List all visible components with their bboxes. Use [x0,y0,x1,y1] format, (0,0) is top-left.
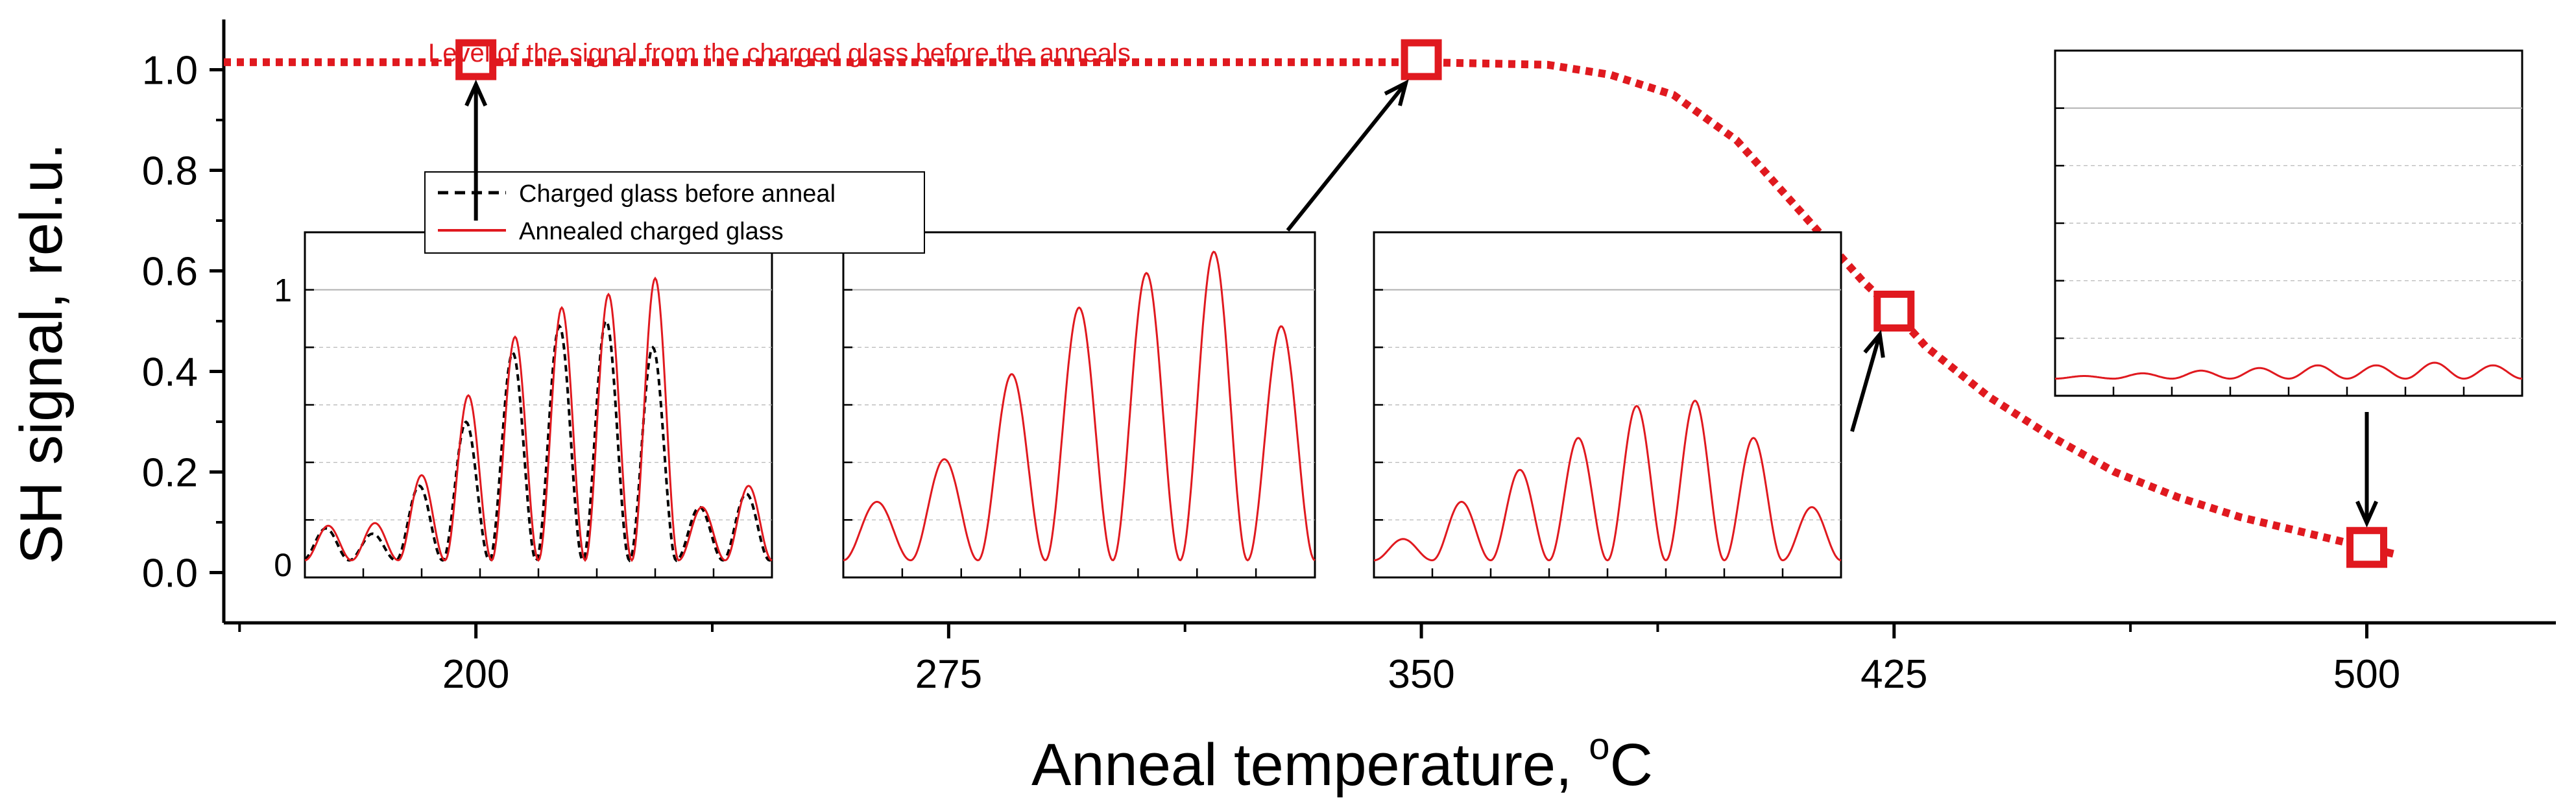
y-tick-label: 0.8 [142,149,198,194]
inset-frame [2054,49,2523,397]
data-point-marker [2346,527,2388,568]
inset-275 [842,231,1316,579]
x-axis-title-degree: o [1589,725,1609,768]
arrows [464,79,2378,528]
legend-label-dashed: Charged glass before anneal [519,180,836,208]
inset-legend: Charged glass before anneal Annealed cha… [424,171,925,254]
inset-425 [1373,231,1842,579]
data-point-marker [455,39,497,80]
pointer-arrow-head [464,79,488,107]
inset-curve [304,276,773,563]
inset-curve [843,250,1316,562]
legend-box [424,171,925,254]
annotation-level-text: Level of the signal from the charged gla… [428,39,1131,67]
x-axis-title-text: Anneal temperature, [1031,732,1589,798]
y-tick-label: 0.2 [142,451,198,496]
data-point-marker [1401,39,1442,80]
inset-200: 01 [274,231,773,583]
inset-frame [304,231,773,579]
pointer-arrow-shaft [1286,82,1408,232]
y-tick-label: 0.4 [142,350,198,395]
pointer-arrow-head [2355,500,2378,528]
x-axis-title-unit: C [1609,732,1652,798]
data-point-marker [1873,291,1915,332]
x-tick-label: 500 [2333,652,2400,697]
legend-label-solid: Annealed charged glass [519,218,784,245]
fit-curve-layer [224,39,2400,568]
inset-curve [2055,361,2523,380]
y-tick-label: 0.6 [142,250,198,295]
y-tick-label: 0.0 [142,551,198,596]
x-tick-label: 200 [442,652,509,697]
inset-curve-dashed [304,319,773,563]
x-tick-label: 425 [1860,652,1927,697]
inset-frame [1373,231,1842,579]
x-tick-label: 275 [915,652,982,697]
pointer-arrow-head [1384,79,1409,106]
y-ticks: 0.0 0.2 0.4 0.6 0.8 1.0 [142,49,224,596]
inset-ytick-label: 1 [274,272,292,309]
y-axis-title: SH signal, rel.u. [8,143,75,564]
fit-curve [224,58,2400,559]
inset-500 [2054,49,2523,397]
pointer-arrow-shaft [1850,333,1882,432]
inset-ytick-label: 0 [274,547,292,583]
x-axis-title: Anneal temperature, oC [1031,725,1653,798]
inset-curve [1373,399,1842,562]
x-tick-label: 350 [1388,652,1454,697]
pointer-arrow-head [1863,330,1885,358]
y-tick-label: 1.0 [142,49,198,93]
x-ticks: 200 275 350 425 500 [238,623,2400,697]
